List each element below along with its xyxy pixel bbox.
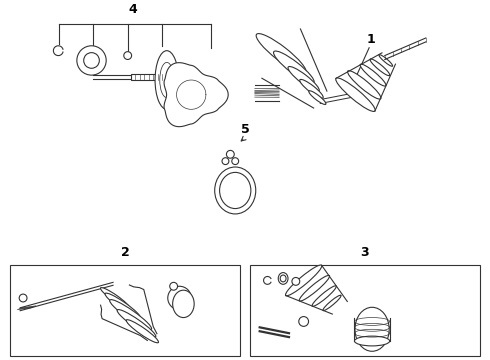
Ellipse shape: [347, 71, 381, 99]
Ellipse shape: [299, 275, 330, 301]
Ellipse shape: [155, 51, 178, 109]
Ellipse shape: [288, 67, 319, 91]
Ellipse shape: [273, 51, 314, 84]
Ellipse shape: [360, 64, 386, 86]
Circle shape: [84, 53, 99, 68]
Circle shape: [168, 286, 191, 310]
Ellipse shape: [220, 172, 251, 208]
Circle shape: [299, 316, 309, 327]
Circle shape: [226, 150, 234, 158]
Ellipse shape: [280, 275, 286, 282]
Ellipse shape: [354, 336, 390, 346]
Ellipse shape: [336, 78, 375, 112]
Ellipse shape: [105, 293, 141, 319]
Circle shape: [170, 282, 177, 290]
Ellipse shape: [309, 91, 326, 104]
Bar: [10, 265, 240, 356]
Circle shape: [222, 158, 229, 165]
Ellipse shape: [160, 62, 174, 98]
Bar: [250, 265, 480, 356]
Polygon shape: [164, 63, 228, 127]
Text: 4: 4: [128, 4, 137, 17]
Ellipse shape: [323, 295, 341, 311]
Circle shape: [77, 46, 106, 75]
Text: 2: 2: [121, 246, 130, 259]
Ellipse shape: [278, 273, 288, 284]
Ellipse shape: [100, 288, 129, 309]
Ellipse shape: [300, 80, 323, 98]
Circle shape: [19, 294, 27, 302]
Text: 1: 1: [367, 33, 375, 46]
Ellipse shape: [110, 300, 151, 330]
Ellipse shape: [286, 265, 322, 296]
Circle shape: [124, 51, 132, 59]
Ellipse shape: [172, 290, 194, 318]
Ellipse shape: [126, 320, 158, 343]
Ellipse shape: [215, 167, 256, 214]
Ellipse shape: [370, 59, 390, 76]
Ellipse shape: [256, 33, 306, 74]
Text: 3: 3: [361, 246, 369, 259]
Ellipse shape: [379, 55, 392, 66]
Polygon shape: [131, 74, 167, 81]
Text: 5: 5: [241, 123, 249, 136]
Ellipse shape: [117, 310, 156, 337]
Ellipse shape: [312, 286, 336, 306]
Ellipse shape: [355, 307, 389, 351]
Circle shape: [232, 158, 239, 165]
Circle shape: [292, 278, 300, 285]
